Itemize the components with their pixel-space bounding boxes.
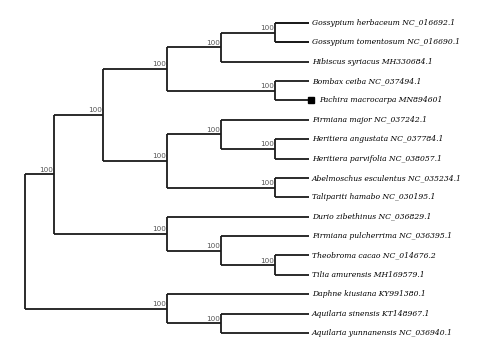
- Text: Daphne kiusiana KY991380.1: Daphne kiusiana KY991380.1: [312, 290, 426, 298]
- Text: Heritiera parvifolia NC_038057.1: Heritiera parvifolia NC_038057.1: [312, 155, 442, 162]
- Text: 100: 100: [260, 83, 274, 89]
- Text: 100: 100: [39, 167, 53, 173]
- Text: 100: 100: [88, 107, 102, 113]
- Text: 100: 100: [260, 141, 274, 147]
- Text: Heritiera angustata NC_037784.1: Heritiera angustata NC_037784.1: [312, 135, 443, 143]
- Text: 100: 100: [260, 180, 274, 186]
- Text: Durio zibethinus NC_036829.1: Durio zibethinus NC_036829.1: [312, 213, 431, 220]
- Text: Pachira macrocarpa MN894601: Pachira macrocarpa MN894601: [320, 96, 443, 104]
- Text: 100: 100: [152, 301, 166, 307]
- Text: Hibiscus syriacus MH330684.1: Hibiscus syriacus MH330684.1: [312, 58, 432, 66]
- Text: 100: 100: [206, 243, 220, 249]
- Text: Abelmoschus esculentus NC_035234.1: Abelmoschus esculentus NC_035234.1: [312, 174, 462, 182]
- Text: 100: 100: [152, 153, 166, 159]
- Text: 100: 100: [152, 226, 166, 232]
- Text: Gossypium herbaceum NC_016692.1: Gossypium herbaceum NC_016692.1: [312, 19, 455, 27]
- Text: Tilia amurensis MH169579.1: Tilia amurensis MH169579.1: [312, 271, 424, 279]
- Text: Gossypium tomentosum NC_016690.1: Gossypium tomentosum NC_016690.1: [312, 38, 460, 46]
- Text: 100: 100: [206, 316, 220, 322]
- Text: Firmiana major NC_037242.1: Firmiana major NC_037242.1: [312, 116, 426, 124]
- Text: 100: 100: [206, 127, 220, 133]
- Text: Aquilaria sinensis KT148967.1: Aquilaria sinensis KT148967.1: [312, 309, 430, 317]
- Text: 100: 100: [260, 258, 274, 264]
- Text: Firmiana pulcherrima NC_036395.1: Firmiana pulcherrima NC_036395.1: [312, 232, 452, 240]
- Text: 100: 100: [152, 61, 166, 67]
- Text: Theobroma cacao NC_014676.2: Theobroma cacao NC_014676.2: [312, 251, 436, 259]
- Text: Bombax ceiba NC_037494.1: Bombax ceiba NC_037494.1: [312, 77, 421, 85]
- Text: 100: 100: [260, 25, 274, 31]
- Text: Aquilaria yunnanensis NC_036940.1: Aquilaria yunnanensis NC_036940.1: [312, 329, 452, 337]
- Text: 100: 100: [206, 40, 220, 46]
- Text: Talipariti hamabo NC_030195.1: Talipariti hamabo NC_030195.1: [312, 193, 435, 201]
